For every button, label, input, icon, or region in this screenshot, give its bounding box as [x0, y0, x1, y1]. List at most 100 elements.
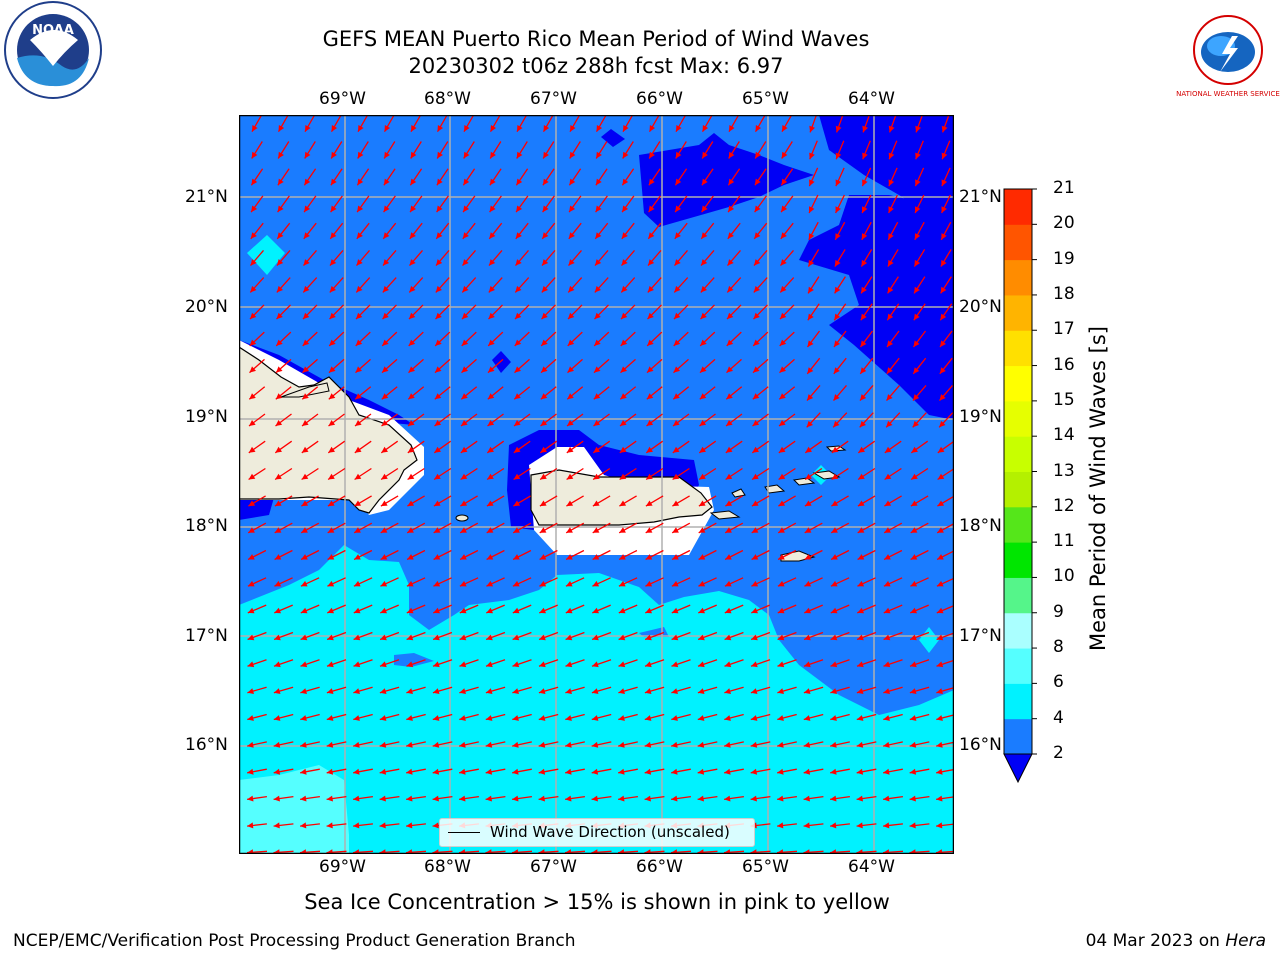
wave-direction-arrowhead: [301, 554, 308, 560]
wave-direction-arrowhead: [487, 473, 494, 480]
wave-direction-arrowhead: [671, 607, 679, 614]
wave-direction-arrowhead: [408, 339, 416, 346]
noaa-logo: NOAA: [4, 1, 102, 99]
wave-direction-arrowhead: [753, 285, 760, 293]
wave-direction-arrowhead: [565, 741, 572, 748]
wave-direction-arrowhead: [277, 205, 284, 213]
wave-direction-arrowhead: [700, 312, 707, 320]
wave-direction-arrowhead: [887, 259, 894, 267]
lon-label-top: 68°W: [424, 89, 471, 109]
wave-direction-arrowhead: [941, 125, 948, 133]
lat-label-right: 18°N: [959, 516, 1002, 536]
wave-direction-arrowhead: [728, 178, 735, 186]
wave-direction-arrowhead: [807, 340, 814, 347]
wave-direction-arrowhead: [486, 500, 494, 507]
wave-direction-arrowhead: [463, 178, 470, 186]
wave-direction-arrowhead: [249, 366, 256, 373]
wave-direction-arrowhead: [861, 233, 868, 240]
wave-direction-arrowhead: [646, 473, 653, 480]
wave-direction-arrowhead: [883, 795, 890, 802]
wave-direction-arrowhead: [782, 125, 788, 132]
wave-direction-arrowhead: [356, 285, 363, 293]
wave-direction-arrowhead: [862, 125, 868, 133]
wave-direction-arrowhead: [512, 661, 520, 668]
wave-direction-arrowhead: [435, 366, 442, 373]
nws-logo: NATIONAL WEATHER SERVICE: [1176, 3, 1280, 98]
wave-direction-arrowhead: [644, 795, 651, 802]
wave-direction-arrowhead: [593, 393, 601, 400]
lon-label-top: 66°W: [636, 89, 683, 109]
wave-direction-arrowhead: [433, 661, 440, 668]
wave-direction-arrowhead: [886, 367, 893, 374]
wave-direction-arrowhead: [409, 312, 416, 320]
wave-direction-arrowhead: [461, 393, 468, 400]
wave-direction-arrowhead: [888, 206, 894, 213]
wave-direction-arrowhead: [940, 340, 946, 347]
wave-direction-arrowhead: [673, 393, 680, 400]
wave-direction-arrowhead: [463, 151, 470, 159]
wave-direction-arrowhead: [672, 527, 679, 533]
wave-direction-arrowhead: [835, 233, 841, 240]
lat-label-left: 19°N: [185, 407, 228, 427]
wave-direction-arrowhead: [460, 500, 468, 507]
wave-direction-arrowhead: [596, 151, 602, 159]
wave-direction-arrowhead: [779, 339, 787, 346]
wave-direction-arrowhead: [459, 795, 466, 802]
wave-direction-arrowhead: [485, 715, 493, 721]
colorbar-tick-label: 11: [1053, 531, 1075, 552]
wave-direction-arrowhead: [777, 580, 785, 587]
wave-direction-arrowhead: [913, 313, 920, 321]
wave-direction-arrowhead: [646, 420, 654, 426]
wave-direction-arrowhead: [380, 661, 387, 668]
colorbar-segment: [1004, 648, 1032, 684]
lat-label-left: 18°N: [185, 516, 228, 536]
wave-direction-arrowhead: [909, 741, 917, 748]
wave-direction-arrowhead: [327, 661, 334, 668]
wave-direction-arrowhead: [806, 420, 813, 428]
wave-direction-arrowhead: [648, 205, 655, 213]
wave-direction-arrowhead: [622, 178, 629, 186]
wave-direction-arrowhead: [620, 366, 627, 373]
wave-direction-arrowhead: [750, 768, 758, 775]
wave-direction-arrowhead: [780, 232, 787, 239]
wave-direction-arrowhead: [671, 688, 678, 694]
wave-direction-arrowhead: [833, 394, 840, 401]
wave-direction-arrowhead: [248, 500, 256, 507]
wave-direction-arrowhead: [672, 473, 680, 480]
lon-label-bottom: 66°W: [636, 857, 683, 877]
colorbar-tick-label: 10: [1053, 566, 1075, 587]
wave-direction-arrowhead: [910, 634, 917, 641]
wave-direction-arrowhead: [436, 205, 443, 213]
wave-direction-arrowhead: [273, 795, 280, 802]
wave-direction-arrowhead: [300, 634, 308, 641]
wave-direction-arrowhead: [540, 473, 547, 480]
wave-direction-arrowhead: [409, 285, 416, 293]
wave-direction-arrowhead: [910, 607, 917, 614]
wave-direction-arrowhead: [700, 285, 707, 293]
wave-direction-arrowhead: [671, 580, 679, 587]
colorbar-segment: [1004, 612, 1032, 649]
wave-direction-arrowhead: [406, 741, 413, 748]
wave-direction-arrowhead: [936, 768, 943, 775]
wave-direction-arrowhead: [914, 286, 920, 294]
wave-direction-arrowhead: [941, 179, 948, 187]
wave-direction-arrowhead: [910, 527, 918, 533]
wave-direction-arrowhead: [437, 151, 443, 159]
period-band-below-2: [639, 133, 814, 227]
wave-direction-arrowhead: [540, 393, 548, 400]
wave-direction-arrowhead: [593, 420, 601, 426]
wave-direction-arrowhead: [754, 178, 761, 186]
wave-direction-arrowhead: [883, 688, 890, 694]
wave-direction-arrowhead: [884, 554, 891, 560]
wave-direction-arrowhead: [539, 554, 547, 560]
wave-direction-arrowhead: [356, 312, 363, 320]
wave-direction-arrowhead: [752, 393, 760, 400]
wave-direction-arrowhead: [809, 206, 815, 213]
wave-direction-arrowhead: [751, 527, 759, 533]
period-band-4-6: [239, 545, 954, 854]
wave-direction-arrowhead: [433, 634, 440, 641]
wave-direction-arrowhead: [379, 688, 387, 694]
wave-direction-arrowhead: [327, 554, 335, 560]
wave-direction-arrowhead: [621, 232, 628, 239]
wave-direction-arrowhead: [778, 527, 785, 533]
